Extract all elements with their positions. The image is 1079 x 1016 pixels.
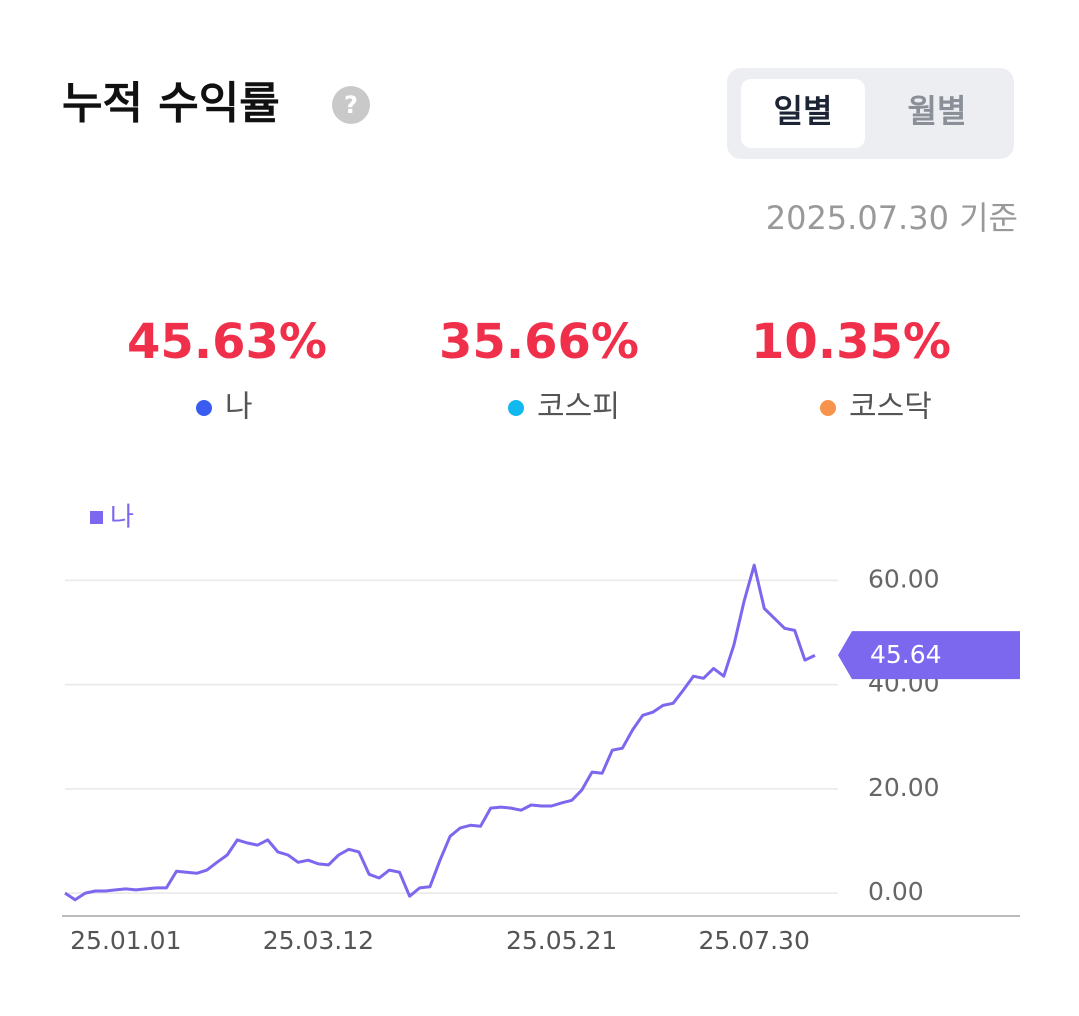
current-value-label: 45.64 [870,640,942,669]
y-tick-label: 20.00 [868,773,940,802]
help-mark[interactable]: ? [344,91,358,119]
stat-label: 코스피 [537,390,620,425]
x-tick-label: 25.07.30 [699,926,810,955]
stat-value: 10.35% [751,314,951,370]
stat-label: 코스닥 [849,390,932,425]
legend-swatch [90,511,103,524]
tab[interactable]: 월별 [908,92,967,130]
current-value-tag [838,631,1020,680]
x-tick-label: 25.01.01 [70,926,181,955]
stat-value: 45.63% [127,314,327,370]
title: 누적 수익률 [62,78,280,129]
legend-dot [508,400,524,416]
help-icon[interactable] [332,86,370,124]
x-tick-label: 25.05.21 [506,926,617,955]
stat-value: 35.66% [439,314,639,370]
legend-dot [196,400,212,416]
stat-label: 나 [225,390,253,425]
line-series [64,563,816,902]
legend-dot [820,400,836,416]
as-of-date: 2025.07.30 기준 [766,199,1018,237]
legend-label: 나 [110,503,134,533]
tab-active-bg[interactable] [741,79,865,148]
y-tick-label: 60.00 [868,564,940,593]
y-tick-label: 0.00 [868,877,924,906]
x-tick-label: 25.03.12 [263,926,374,955]
tab[interactable]: 일별 [774,92,833,130]
